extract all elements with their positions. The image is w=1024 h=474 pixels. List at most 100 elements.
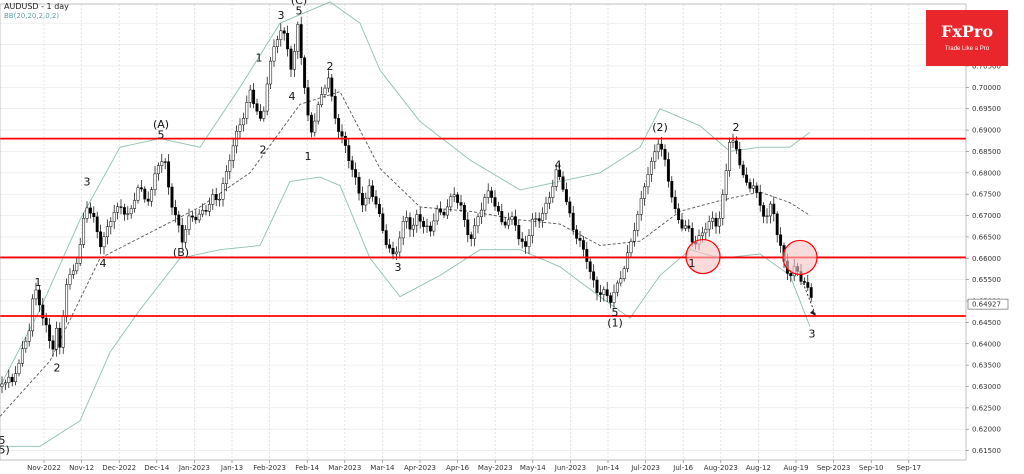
candle-body (252, 89, 256, 104)
candle-body (717, 218, 721, 227)
y-tick-label: 0.62000 (972, 426, 1001, 434)
candle-body (0, 383, 4, 387)
x-tick-label: Nov-12 (69, 464, 94, 472)
candle-body (558, 169, 562, 177)
wave-label: 2 (260, 144, 267, 157)
candle-body (578, 238, 582, 241)
candle-body (656, 143, 660, 153)
candle-body (92, 212, 96, 218)
candle-body (442, 211, 446, 216)
candle-body (326, 77, 330, 89)
x-tick-label: Jul-2023 (630, 464, 660, 472)
candle-body (156, 165, 160, 175)
y-tick-label: 0.69500 (972, 105, 1001, 113)
candle-body (279, 30, 283, 40)
candle-body (34, 289, 38, 300)
candle-body (789, 273, 793, 277)
x-tick-label: Dec-2022 (102, 464, 136, 472)
candle-body (286, 33, 290, 50)
candle-body (683, 225, 687, 229)
candle-body (561, 176, 565, 190)
candle-body (755, 185, 759, 193)
candle-body (401, 221, 405, 239)
candle-body (643, 186, 647, 199)
x-tick-label: Jan-2023 (178, 464, 210, 472)
candle-body (728, 142, 732, 171)
candle-body (758, 192, 762, 206)
candle-body (629, 241, 633, 254)
candle-body (116, 206, 120, 213)
candle-body (479, 209, 483, 218)
candle-body (507, 219, 511, 226)
candle-body (670, 181, 674, 198)
candle-body (806, 282, 810, 288)
candle-body (537, 218, 541, 221)
candle-body (245, 102, 249, 119)
candle-body (388, 244, 392, 249)
candle-body (330, 77, 334, 97)
candle-body (547, 197, 551, 204)
candle-body (731, 140, 735, 143)
candle-body (275, 39, 279, 47)
wave-label: (1) (607, 317, 623, 330)
candle-body (711, 217, 715, 222)
candle-body (439, 208, 443, 213)
candle-body (483, 197, 487, 211)
candle-body (347, 145, 351, 161)
candle-body (605, 289, 609, 296)
candle-body (272, 46, 276, 62)
candle-body (109, 221, 113, 227)
candle-body (48, 324, 52, 342)
indicator-label: BB(20,20,2,0,2) (4, 12, 59, 20)
candle-body (133, 200, 137, 209)
candle-body (170, 186, 174, 208)
chart-symbol-title: AUDUSD - 1 day (4, 2, 69, 11)
candle-body (527, 235, 531, 247)
candle-body (377, 204, 381, 214)
candle-body (289, 48, 293, 70)
candle-body (224, 171, 228, 184)
x-tick-label: May-2023 (478, 464, 513, 472)
candle-body (802, 281, 806, 283)
candle-body (201, 210, 205, 215)
candle-body (320, 94, 324, 105)
candle-body (486, 190, 490, 198)
candle-body (31, 298, 35, 332)
candle-body (241, 117, 245, 126)
candle-body (636, 214, 640, 231)
x-tick-label: Jan-13 (220, 464, 243, 472)
candle-body (238, 124, 242, 132)
candle-body (75, 263, 79, 272)
candle-body (112, 211, 116, 222)
candle-body (20, 348, 24, 364)
candle-body (762, 205, 766, 217)
candle-body (391, 247, 395, 255)
candle-body (68, 274, 72, 285)
candle-body (411, 224, 415, 230)
candle-body (544, 202, 548, 214)
x-tick-label: Feb-2023 (253, 464, 286, 472)
candle-body (61, 316, 65, 348)
candle-body (490, 190, 494, 198)
x-tick-label: Jun-14 (596, 464, 620, 472)
candle-body (340, 131, 344, 137)
y-tick-label: 0.67500 (972, 191, 1001, 199)
candle-body (592, 271, 596, 281)
candle-body (153, 173, 157, 190)
candle-body (700, 232, 704, 236)
candle-body (581, 240, 585, 250)
candle-body (150, 189, 154, 202)
candle-body (663, 148, 667, 160)
candle-body (204, 210, 208, 212)
candle-body (530, 218, 534, 236)
candle-body (775, 213, 779, 236)
candle-body (218, 198, 222, 201)
candle-body (598, 292, 602, 295)
candle-body (17, 363, 21, 374)
candle-body (54, 327, 58, 350)
candle-body (360, 192, 364, 206)
wave-label: 2 (733, 121, 740, 134)
candle-body (126, 213, 130, 215)
candle-body (129, 208, 133, 215)
